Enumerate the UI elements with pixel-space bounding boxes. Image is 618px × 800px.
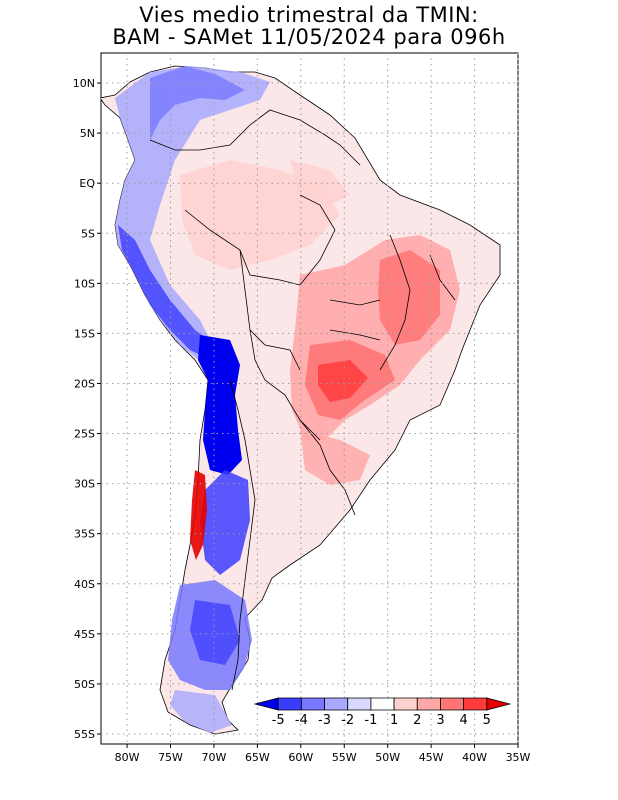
colorbar-swatch <box>347 697 372 711</box>
lat-tick-label: 45S <box>74 628 95 641</box>
colorbar-label: 5 <box>483 713 491 728</box>
colorbar-label: -5 <box>272 713 285 728</box>
lat-tick-label: EQ <box>79 177 95 190</box>
bias-positive-south-brazil <box>300 430 370 485</box>
graticule <box>101 53 519 744</box>
lon-tick-label: 65W <box>245 751 270 764</box>
lat-tick-label: 10S <box>74 277 95 290</box>
lon-tick-label: 55W <box>332 751 357 764</box>
lat-tick-label: 15S <box>74 327 95 340</box>
bias-strong-negative-patagonia <box>190 600 240 665</box>
map-title-line1: Vies medio trimestral da TMIN: <box>139 3 479 27</box>
colorbar-swatch <box>324 697 349 711</box>
lat-tick-label: 35S <box>74 528 95 541</box>
lon-tick-label: 70W <box>202 751 227 764</box>
lat-tick-label: 5S <box>81 227 95 240</box>
lat-tick-label: 30S <box>74 478 95 491</box>
colorbar-swatch <box>370 697 395 711</box>
lat-tick-label: 5N <box>80 127 95 140</box>
bias-strong-negative-atacama <box>198 335 242 475</box>
lon-tick-label: 75W <box>158 751 183 764</box>
colorbar-swatch <box>440 697 465 711</box>
colorbar: -5 -4 -3 -2 -1 1 2 3 4 5 <box>253 697 512 728</box>
colorbar-swatch <box>463 697 488 711</box>
lon-tick-label: 50W <box>375 751 400 764</box>
colorbar-swatch <box>300 697 325 711</box>
colorbar-label: 1 <box>390 713 398 728</box>
bias-negative-venezuela <box>150 66 245 140</box>
colorbar-label: -2 <box>341 713 354 728</box>
colorbar-swatch <box>416 697 441 711</box>
lat-tick-label: 40S <box>74 578 95 591</box>
colorbar-swatch <box>486 697 512 711</box>
lat-tick-label: 55S <box>74 728 95 741</box>
lon-tick-label: 80W <box>115 751 140 764</box>
lon-tick-label: 45W <box>419 751 444 764</box>
bias-negative-tierra-del-fuego <box>170 690 232 733</box>
lon-tick-label: 60W <box>288 751 313 764</box>
bias-positive-chile-strip <box>190 470 207 560</box>
colorbar-label: 2 <box>413 713 421 728</box>
bias-negative-peru-coast <box>118 225 215 360</box>
colorbar-swatch <box>393 697 418 711</box>
bias-negative-central-chile <box>200 470 250 575</box>
latitude-ticks: 10N 5N EQ 5S 10S 15S 20S 25S 30S 35S 40S 45S 50S 55S <box>73 77 101 741</box>
map-title-line2: BAM - SAMet 11/05/2024 para 096h <box>112 25 506 49</box>
colorbar-swatch <box>277 697 302 711</box>
colorbar-label: -3 <box>318 713 331 728</box>
colorbar-label: 4 <box>459 713 467 728</box>
lon-tick-label: 35W <box>506 751 531 764</box>
bias-positive-mato-grosso-do-sul <box>318 360 368 402</box>
lon-tick-label: 40W <box>462 751 487 764</box>
lat-tick-label: 10N <box>73 77 95 90</box>
bias-positive-north-brazil <box>290 160 350 205</box>
colorbar-label: 3 <box>436 713 444 728</box>
lat-tick-label: 25S <box>74 428 95 441</box>
lat-tick-label: 50S <box>74 678 95 691</box>
colorbar-label: -1 <box>364 713 377 728</box>
longitude-ticks: 80W 75W 70W 65W 60W 55W 50W 45W 40W 35W <box>115 744 531 764</box>
country-borders <box>149 109 456 691</box>
lat-tick-label: 20S <box>74 377 95 390</box>
colorbar-label: -4 <box>295 713 308 728</box>
